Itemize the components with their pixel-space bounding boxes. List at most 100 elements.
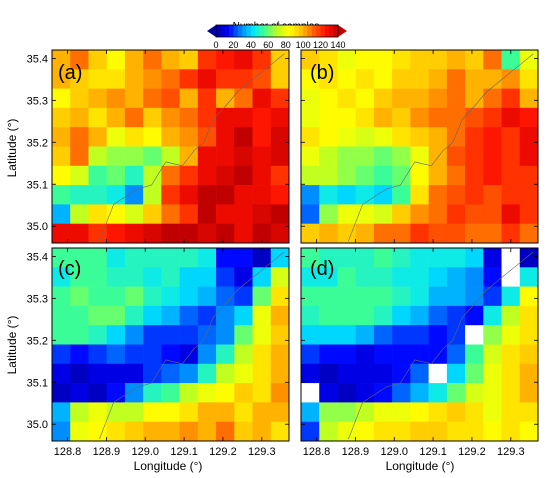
heatmap-cell <box>319 88 338 109</box>
heatmap-cell <box>483 363 502 384</box>
heatmap-cell <box>483 69 502 89</box>
x-axis-title-left: Longitude (°) <box>134 459 203 473</box>
heatmap-cell <box>161 325 180 345</box>
y-tick-label: 35.3 <box>27 293 48 305</box>
heatmap-cell <box>106 286 126 307</box>
heatmap-cell <box>465 165 484 186</box>
panel-label-d: (d) <box>310 258 334 280</box>
heatmap-cell <box>70 88 89 109</box>
heatmap-cell <box>410 325 429 345</box>
heatmap-cell <box>179 88 199 109</box>
heatmap-cell <box>465 267 484 287</box>
heatmap-cell <box>124 363 144 384</box>
heatmap-cell <box>70 383 89 403</box>
heatmap-cell <box>301 305 320 326</box>
heatmap-cell <box>234 267 253 287</box>
heatmap-cell <box>234 107 253 128</box>
heatmap-cell <box>465 402 484 422</box>
heatmap-cell <box>143 305 162 326</box>
heatmap-cell <box>301 146 320 167</box>
heatmap-cell <box>270 286 290 307</box>
heatmap-cell <box>161 286 180 307</box>
heatmap-cell <box>519 204 539 224</box>
heatmap-cell <box>410 50 429 70</box>
heatmap-cell <box>143 69 162 89</box>
heatmap-cell <box>501 223 521 244</box>
heatmap-cell <box>143 107 162 128</box>
heatmap-cell <box>216 402 235 422</box>
heatmap-cell <box>446 185 466 205</box>
heatmap-cell <box>446 248 466 268</box>
heatmap-cell <box>319 363 338 384</box>
heatmap-cell <box>465 107 484 128</box>
heatmap-cell <box>465 248 484 268</box>
heatmap-cell <box>143 248 162 268</box>
heatmap-cell <box>319 402 338 422</box>
colorbar-tick-label: 40 <box>246 40 256 50</box>
heatmap-cell <box>483 325 502 345</box>
heatmap-cell <box>301 383 320 403</box>
heatmap-cell <box>410 248 429 268</box>
heatmap-cell <box>428 421 448 442</box>
panel-label-a: (a) <box>58 62 82 84</box>
heatmap-cell <box>446 127 466 147</box>
heatmap-cell <box>179 204 199 224</box>
heatmap-cell <box>465 344 484 365</box>
heatmap-cell <box>88 165 107 186</box>
heatmap-cell <box>465 50 484 70</box>
heatmap-cell <box>161 344 180 365</box>
heatmap-cell <box>337 286 356 307</box>
heatmap-cell <box>216 344 235 365</box>
colorbar-cell <box>290 25 295 37</box>
heatmap-cell <box>428 107 448 128</box>
heatmap-cell <box>197 421 217 442</box>
heatmap-cell <box>179 402 199 422</box>
heatmap-cell <box>143 88 162 109</box>
heatmap-cell <box>483 344 502 365</box>
heatmap-cell <box>373 185 393 205</box>
colorbar-cell <box>285 25 291 37</box>
heatmap-cell <box>216 223 235 244</box>
x-tick-label: 128.8 <box>303 446 331 458</box>
heatmap-cell <box>143 286 162 307</box>
heatmap-cell <box>337 344 356 365</box>
heatmap-cell <box>124 286 144 307</box>
heatmap-cell <box>197 383 217 403</box>
heatmap-cell <box>143 223 162 244</box>
heatmap-cell <box>483 305 502 326</box>
heatmap-cell <box>428 305 448 326</box>
heatmap-cell <box>373 146 393 167</box>
heatmap-cell <box>519 185 539 205</box>
heatmap-cell <box>428 165 448 186</box>
heatmap-cell <box>52 325 71 345</box>
heatmap-cell <box>124 185 144 205</box>
y-tick-label: 35.2 <box>27 335 48 347</box>
heatmap-cell <box>337 146 356 167</box>
heatmap-cell <box>410 107 429 128</box>
colorbar-cell <box>233 25 239 37</box>
heatmap-cell <box>179 185 199 205</box>
heatmap-cell <box>52 69 71 89</box>
x-axis-title-right: Longitude (°) <box>386 459 455 473</box>
heatmap-cell <box>519 305 539 326</box>
colorbar-cell <box>303 25 308 37</box>
y-tick-label: 35.4 <box>27 251 48 263</box>
heatmap-cell <box>197 50 217 70</box>
heatmap-cell <box>52 223 71 244</box>
heatmap-cell <box>392 88 411 109</box>
heatmap-cell <box>501 69 521 89</box>
heatmap-cell <box>446 69 466 89</box>
heatmap-cell <box>501 185 521 205</box>
heatmap-cell <box>143 267 162 287</box>
heatmap-cell <box>301 127 320 147</box>
heatmap-cell <box>501 248 521 268</box>
heatmap-cell <box>143 185 162 205</box>
heatmap-cell <box>483 50 502 70</box>
heatmap-cell <box>373 267 393 287</box>
heatmap-cell <box>373 248 393 268</box>
colorbar-cell <box>216 25 221 37</box>
heatmap-cell <box>70 344 89 365</box>
heatmap-cell <box>446 267 466 287</box>
colorbar-cell <box>255 25 260 37</box>
heatmap-cell <box>216 305 235 326</box>
